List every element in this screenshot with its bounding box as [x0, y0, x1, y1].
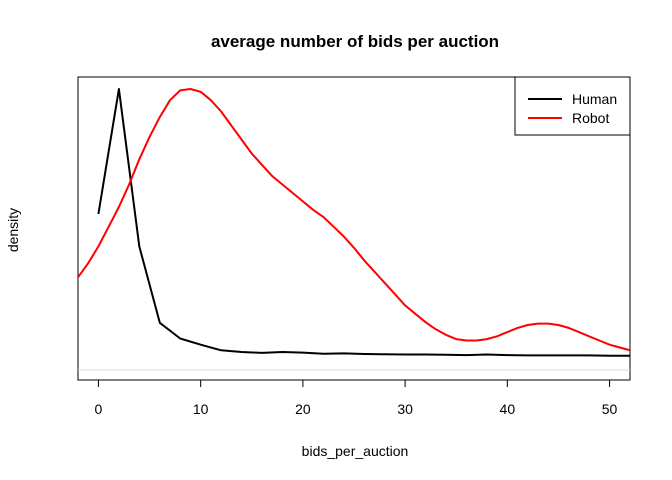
chart-title: average number of bids per auction	[211, 32, 499, 51]
series-line-robot	[78, 88, 630, 352]
series-lines	[78, 88, 630, 357]
x-tick-label: 0	[95, 401, 103, 417]
series-line-human	[97, 88, 630, 357]
legend-label-human: Human	[572, 91, 617, 107]
x-tick-label: 10	[193, 401, 209, 417]
x-tick-label: 50	[602, 401, 618, 417]
x-tick-label: 20	[295, 401, 311, 417]
legend-label-robot: Robot	[572, 110, 609, 126]
x-axis: 0 10 20 30 40 50	[95, 379, 618, 417]
x-axis-label: bids_per_auction	[302, 443, 409, 459]
legend: Human Robot	[514, 76, 631, 136]
x-tick-label: 30	[397, 401, 413, 417]
legend-box	[514, 76, 631, 136]
y-axis-label: density	[5, 208, 21, 252]
x-tick-label: 40	[500, 401, 516, 417]
